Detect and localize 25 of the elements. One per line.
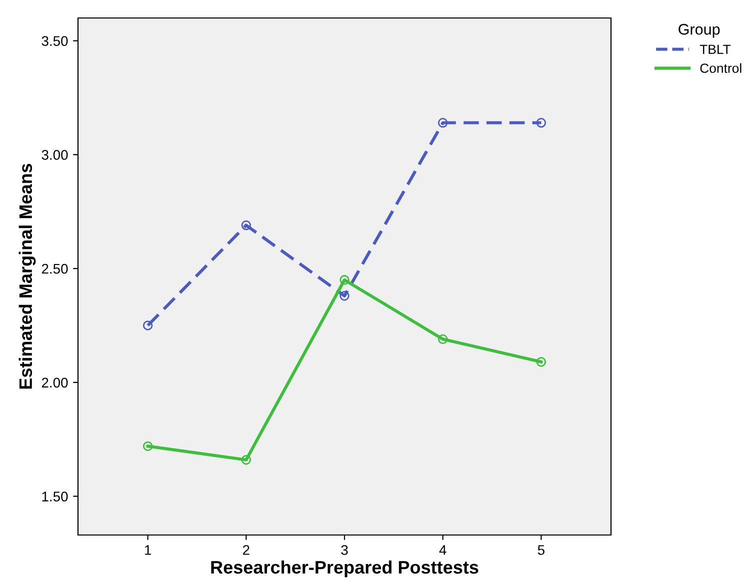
point xyxy=(438,334,448,344)
legend-label: TBLT xyxy=(700,44,731,54)
legend-label: Control xyxy=(700,63,742,73)
legend-title: Group xyxy=(678,24,720,38)
y-axis-title: Estimated Marginal Means xyxy=(18,164,36,389)
point xyxy=(536,357,546,367)
y-tick-label: 2.50 xyxy=(42,264,68,274)
x-tick-label: 3 xyxy=(341,545,348,555)
y-tick-label: 2.00 xyxy=(42,378,68,388)
x-tick-label: 1 xyxy=(145,545,152,555)
point xyxy=(142,320,153,330)
x-tick-label: 5 xyxy=(538,545,544,555)
point xyxy=(536,118,546,128)
point xyxy=(241,220,252,230)
y-tick-label: 3.50 xyxy=(42,36,68,46)
x-tick-label: 4 xyxy=(439,545,446,555)
point xyxy=(241,454,252,465)
point xyxy=(142,441,153,452)
x-axis-title: Researcher-Prepared Posttests xyxy=(211,560,478,578)
x-tick-label: 2 xyxy=(243,545,250,555)
point xyxy=(438,118,448,128)
point xyxy=(340,275,350,285)
point xyxy=(340,291,350,301)
y-tick-label: 3.00 xyxy=(42,150,68,160)
y-tick-label: 1.50 xyxy=(42,492,68,502)
